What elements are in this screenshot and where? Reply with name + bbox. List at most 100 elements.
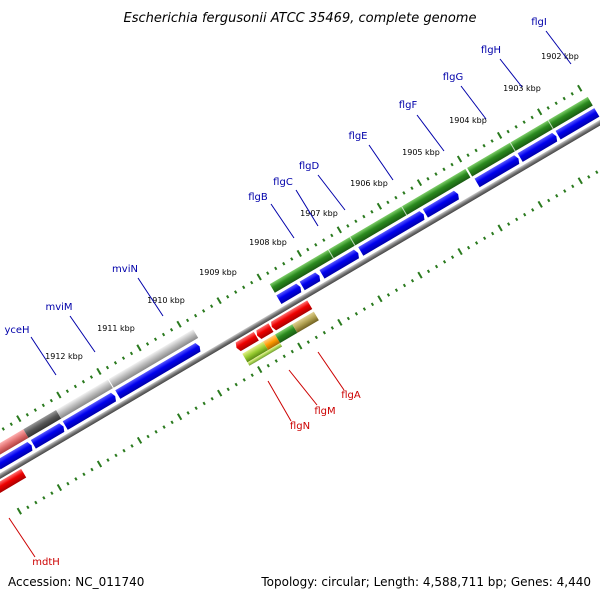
tick-mark-inner <box>547 198 551 203</box>
feature-orange-flgM[interactable] <box>262 334 281 351</box>
gene-label-flgF[interactable]: flgF <box>399 100 418 111</box>
tick-mark-inner <box>234 382 238 387</box>
tick-mark-outer <box>346 224 350 228</box>
tick-mark-outer <box>434 172 438 176</box>
feature-yellow-under[interactable] <box>247 343 283 366</box>
feature-yellow-flgN[interactable] <box>242 341 269 363</box>
feature-dark-gray[interactable] <box>23 410 62 438</box>
cds-arrow-flgM[interactable] <box>255 323 274 340</box>
genome-backbone <box>0 114 600 485</box>
gene-label-mdtH[interactable]: mdtH <box>32 557 60 568</box>
callout-line-flgM <box>288 369 318 406</box>
cds-arrow-flgD[interactable] <box>319 249 360 279</box>
feature-pink[interactable] <box>0 429 29 459</box>
tick-mark-outer <box>49 398 53 403</box>
cds-arrow-mviM[interactable] <box>30 422 66 449</box>
tick-mark-inner <box>266 363 270 368</box>
feature-green-flg-tail[interactable] <box>467 96 593 177</box>
tick-mark-inner <box>466 245 471 250</box>
tick-mark-inner <box>90 467 94 472</box>
tick-mark-inner <box>186 411 190 415</box>
cds-arrow-flgH[interactable] <box>517 132 559 162</box>
feature-row-outer <box>0 96 593 459</box>
tick-mark-outer <box>562 96 566 101</box>
cds-arrow-yceH[interactable] <box>0 441 34 470</box>
gene-label-flgB[interactable]: flgB <box>248 192 268 203</box>
gene-callouts: 1902 kbp 1903 kbp 1904 kbp 1905 kbp 1906 kbp… <box>4 17 578 568</box>
tick-mark-outer <box>16 415 22 423</box>
feature-olive-flgA[interactable] <box>292 311 319 333</box>
gene-label-flgH[interactable]: flgH <box>481 45 501 56</box>
tick-mark-outer <box>266 271 270 275</box>
gene-label-flgG[interactable]: flgG <box>443 72 463 83</box>
tick-mark-inner <box>577 177 583 185</box>
tick-mark-inner <box>370 302 375 307</box>
tick-label: 1910 kbp <box>147 296 185 305</box>
tick-mark-inner <box>402 283 407 288</box>
cds-arrow-flgB[interactable] <box>276 283 303 304</box>
tick-mark-inner <box>394 288 399 292</box>
gene-label-mviM[interactable]: mviM <box>45 302 72 313</box>
cds-arrow-flgG[interactable] <box>474 154 521 188</box>
genome-summary-text: Topology: circular; Length: 4,588,711 bp… <box>260 575 591 589</box>
cds-arrow-mviN[interactable] <box>115 342 202 399</box>
tick-mark-outer <box>105 365 110 370</box>
tick-mark-outer <box>56 391 62 399</box>
tick-mark-inner <box>537 200 543 208</box>
cds-arrow-flgN[interactable] <box>234 331 259 352</box>
gene-label-flgD[interactable]: flgD <box>299 161 320 172</box>
tick-mark-inner <box>106 458 110 462</box>
callout-line-flgE <box>368 144 394 181</box>
gene-label-yceH[interactable]: yceH <box>4 325 29 336</box>
tick-row-inner <box>16 170 599 515</box>
tick-mark-outer <box>9 422 13 427</box>
tick-mark-outer <box>354 219 358 224</box>
tick-mark-inner <box>96 460 103 468</box>
tick-mark-outer <box>193 313 198 318</box>
tick-mark-inner <box>290 349 294 354</box>
tick-label: 1906 kbp <box>350 179 388 188</box>
cds-arrow-flgA[interactable] <box>269 300 313 331</box>
callout-line-flgB <box>270 203 295 239</box>
tick-mark-inner <box>274 359 278 363</box>
tick-mark-inner <box>434 264 439 269</box>
gene-label-flgA[interactable]: flgA <box>341 390 361 401</box>
feature-green-flg-operon[interactable] <box>269 168 471 293</box>
feature-gray-mviN[interactable] <box>108 329 199 388</box>
feature-green-flgA[interactable] <box>275 324 298 344</box>
tick-mark-outer <box>201 309 206 313</box>
gene-label-flgI[interactable]: flgI <box>531 17 547 28</box>
gene-label-flgE[interactable]: flgE <box>349 131 368 142</box>
cds-arrow-flgE[interactable] <box>358 210 426 256</box>
tick-mark-inner <box>306 340 310 344</box>
map-title: Escherichia fergusonii ATCC 35469, compl… <box>124 11 477 26</box>
cds-arrow-flgF[interactable] <box>422 190 461 218</box>
cds-arrow-flgI[interactable] <box>555 108 600 140</box>
tick-mark-outer <box>546 106 550 110</box>
tick-mark-inner <box>563 189 567 193</box>
cds-arrow-mviM-b[interactable] <box>62 392 118 430</box>
gene-label-mviN[interactable]: mviN <box>112 264 138 275</box>
tick-mark-outer <box>362 214 366 219</box>
gene-label-flgM[interactable]: flgM <box>314 406 335 417</box>
callout-line-flgN <box>267 380 292 422</box>
callout-line-yceH <box>30 336 57 376</box>
callout-line-flgA <box>317 351 345 391</box>
gene-label-flgN[interactable]: flgN <box>290 421 310 432</box>
tick-label: 1905 kbp <box>402 148 440 157</box>
tick-row-outer <box>1 84 583 431</box>
cds-arrow-mdtH[interactable] <box>0 468 27 495</box>
tick-mark-outer <box>290 257 294 261</box>
tick-mark-outer <box>274 266 278 271</box>
feature-gray-mviM[interactable] <box>56 379 113 419</box>
tick-mark-inner <box>490 231 495 236</box>
tick-mark-outer <box>322 238 326 242</box>
tick-mark-outer <box>65 389 70 393</box>
tick-label: 1907 kbp <box>300 209 338 218</box>
tick-mark-inner <box>26 505 30 510</box>
callout-line-flgG <box>460 85 487 120</box>
cds-arrow-flgC[interactable] <box>299 271 322 291</box>
callout-line-flgC <box>295 189 319 227</box>
gene-label-flgC[interactable]: flgC <box>273 177 293 188</box>
